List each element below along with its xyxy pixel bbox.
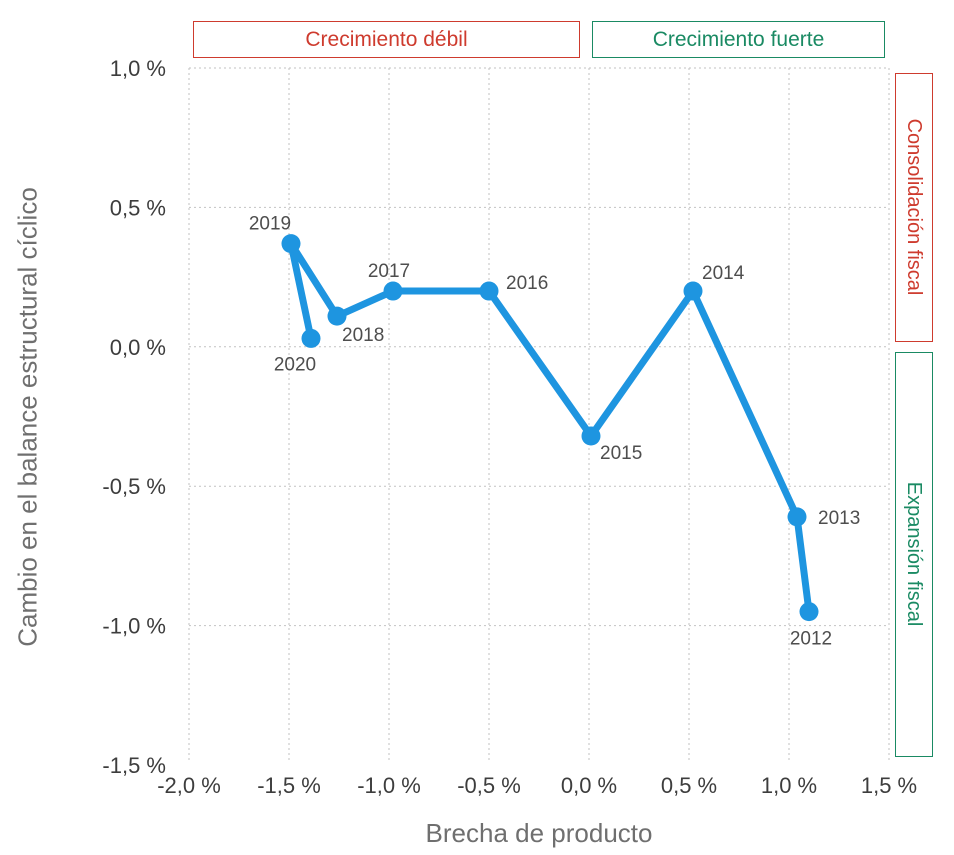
- data-point-2019: [281, 234, 301, 254]
- x-tick-label: -1,0 %: [357, 773, 421, 798]
- point-label-2020: 2020: [274, 354, 316, 375]
- annotation-fiscal-expansion-box: Expansión fiscal: [895, 352, 933, 757]
- annotation-strong-growth-box: Crecimiento fuerte: [592, 21, 885, 58]
- point-label-2016: 2016: [506, 273, 548, 294]
- y-axis-title: Cambio en el balance estructural cíclico: [12, 187, 43, 647]
- data-point-2013: [787, 507, 807, 527]
- x-tick-label: 1,5 %: [861, 773, 917, 798]
- x-tick-label: -2,0 %: [157, 773, 221, 798]
- data-point-2015: [581, 426, 601, 446]
- data-point-2016: [479, 281, 499, 301]
- x-tick-label: -0,5 %: [457, 773, 521, 798]
- data-point-2014: [683, 281, 703, 301]
- point-label-2018: 2018: [342, 325, 384, 346]
- point-label-2019: 2019: [249, 214, 291, 235]
- x-tick-label: 0,0 %: [561, 773, 617, 798]
- annotation-strong-growth-label: Crecimiento fuerte: [652, 27, 825, 51]
- point-label-2015: 2015: [600, 443, 642, 464]
- point-label-2012: 2012: [790, 629, 832, 650]
- annotation-weak-growth-box: Crecimiento débil: [193, 21, 580, 58]
- x-tick-label: -1,5 %: [257, 773, 321, 798]
- annotation-fiscal-consolidation-label: Consolidación fiscal: [903, 118, 925, 296]
- data-line: [287, 240, 813, 616]
- y-tick-label: 0,0 %: [110, 335, 166, 360]
- point-label-2013: 2013: [818, 508, 860, 529]
- y-tick-label: -0,5 %: [102, 474, 166, 499]
- y-tick-label: 1,0 %: [110, 56, 166, 81]
- y-tick-label: -1,0 %: [102, 614, 166, 639]
- data-point-2018: [327, 306, 347, 326]
- y-tick-label: 0,5 %: [110, 195, 166, 220]
- y-tick-label: -1,5 %: [102, 753, 166, 778]
- data-point-2020: [301, 328, 321, 348]
- annotation-fiscal-expansion-label: Expansión fiscal: [903, 481, 925, 627]
- data-point-2017: [383, 281, 403, 301]
- annotation-weak-growth-label: Crecimiento débil: [305, 27, 468, 51]
- x-axis-title: Brecha de producto: [425, 818, 653, 848]
- point-label-2017: 2017: [368, 261, 410, 282]
- data-point-2012: [799, 602, 819, 622]
- annotation-fiscal-consolidation-box: Consolidación fiscal: [895, 73, 933, 342]
- x-tick-label: 0,5 %: [661, 773, 717, 798]
- x-tick-label: 1,0 %: [761, 773, 817, 798]
- point-label-2014: 2014: [702, 263, 745, 284]
